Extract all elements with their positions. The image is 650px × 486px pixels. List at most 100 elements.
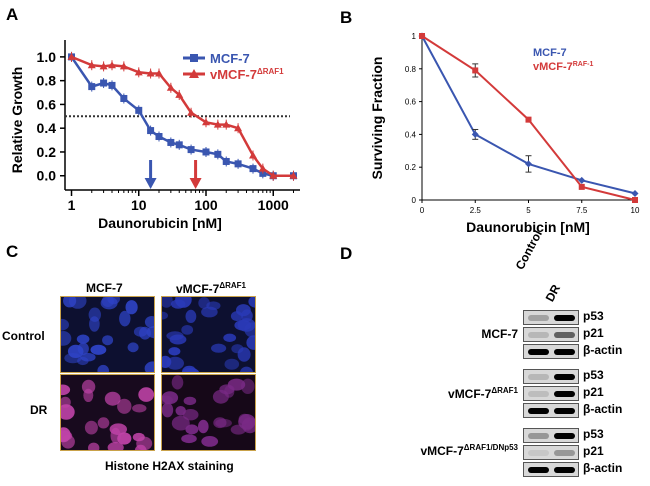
panel-letter-d: D	[340, 244, 353, 263]
data-point-a	[222, 157, 230, 165]
nucleus	[175, 297, 192, 308]
data-point-a	[67, 52, 76, 60]
nucleus	[61, 331, 72, 346]
nucleus	[77, 356, 89, 366]
blot-protein-label: p53	[583, 309, 604, 323]
data-point-a	[108, 61, 116, 69]
y-tick-label-b: 1	[412, 32, 417, 41]
blot-band	[554, 449, 575, 456]
y-tick-label-a: 0.8	[37, 73, 57, 89]
data-point-a	[214, 150, 222, 158]
nucleus	[185, 424, 199, 435]
nucleus	[201, 436, 219, 447]
data-point-a	[175, 90, 184, 98]
nucleus	[168, 347, 181, 356]
blot-strip	[523, 369, 579, 384]
nucleus	[110, 427, 121, 444]
nucleus	[127, 342, 139, 353]
nucleus	[88, 307, 101, 322]
blot-strip	[523, 428, 579, 443]
data-point-a	[167, 138, 175, 146]
blot-band	[528, 348, 549, 355]
nucleus	[241, 309, 253, 322]
blot-band	[554, 331, 575, 338]
x-tick-label-a: 100	[194, 197, 218, 213]
nucleus	[67, 344, 84, 358]
legend-marker-mcf7	[190, 54, 198, 62]
data-point-a	[202, 148, 210, 156]
blot-band	[528, 390, 549, 397]
y-tick-label-b: 0	[412, 196, 417, 205]
y-tick-label-b: 0.6	[405, 98, 417, 107]
data-point-a	[258, 164, 267, 172]
legend-label-mcf7-b: MCF-7	[533, 47, 567, 59]
blot-band	[554, 432, 575, 439]
nucleus	[246, 335, 255, 350]
x-tick-label-b: 10	[631, 206, 640, 215]
data-point-b	[632, 197, 638, 203]
data-point-a	[87, 61, 96, 69]
blot-protein-label: p21	[583, 444, 604, 458]
panel-c-col2-label: vMCF-7ΔRAF1	[176, 281, 246, 296]
panel-letter-a: A	[6, 5, 19, 24]
nucleus	[136, 436, 153, 450]
blot-protein-label: p21	[583, 385, 604, 399]
x-axis-label-a: Daunorubicin [nM]	[98, 215, 222, 231]
micrograph-vmcf7-dr	[161, 374, 256, 451]
nucleus	[102, 335, 114, 346]
nucleus	[248, 297, 255, 308]
y-tick-label-b: 0.4	[405, 130, 417, 139]
nucleus	[119, 310, 131, 327]
nucleus	[61, 318, 69, 331]
nucleus	[97, 417, 110, 429]
blot-band	[554, 466, 575, 473]
panel-c-caption: Histone H2AX staining	[105, 459, 234, 473]
blot-band	[554, 390, 575, 397]
x-axis-label-b: Daunorubicin [nM]	[466, 219, 590, 235]
blot-band	[554, 407, 575, 414]
nucleus	[104, 391, 121, 406]
nucleus	[162, 402, 174, 418]
blot-band	[528, 407, 549, 414]
micrograph-vmcf7-control	[161, 296, 256, 373]
x-tick-label-a: 10	[131, 197, 147, 213]
y-tick-label-b: 0.2	[405, 163, 417, 172]
ic50-arrow-head-0	[144, 178, 157, 189]
data-point-a	[147, 127, 155, 135]
data-point-a	[134, 68, 143, 76]
nucleus	[138, 387, 154, 402]
nucleus	[144, 361, 154, 372]
blot-band	[528, 373, 549, 380]
blot-strip	[523, 445, 579, 460]
panel-c-row2-label: DR	[30, 403, 48, 417]
blot-protein-label: β-actin	[583, 402, 623, 416]
data-point-b	[419, 33, 425, 39]
blot-cell-line-label: vMCF-7ΔRAF1/DNp53	[420, 443, 518, 458]
data-point-b	[631, 189, 639, 197]
y-axis-label-b: Surviving Fraction	[369, 57, 385, 180]
data-point-a	[269, 171, 278, 179]
nucleus	[61, 434, 75, 449]
nucleus	[171, 415, 190, 431]
nucleus	[223, 333, 237, 342]
nucleus	[162, 355, 172, 368]
nucleus	[146, 325, 154, 339]
nucleus	[213, 417, 227, 429]
blot-band	[554, 373, 575, 380]
data-point-a	[202, 118, 210, 126]
data-point-a	[108, 81, 116, 89]
data-point-a	[187, 108, 196, 116]
data-point-a	[222, 120, 231, 128]
nucleus	[241, 378, 255, 394]
legend-label-vmcf7-b: vMCF-7RAF-1	[533, 61, 593, 73]
data-point-a	[155, 133, 163, 141]
blot-strip	[523, 327, 579, 342]
panel-c-col1-label: MCF-7	[86, 281, 123, 295]
nucleus	[81, 379, 96, 394]
x-tick-label-a: 1000	[258, 197, 289, 213]
data-point-a	[187, 146, 195, 154]
data-point-a	[146, 69, 155, 77]
blot-strip	[523, 403, 579, 418]
blot-band	[528, 331, 549, 338]
panel-letter-b: B	[340, 8, 353, 27]
